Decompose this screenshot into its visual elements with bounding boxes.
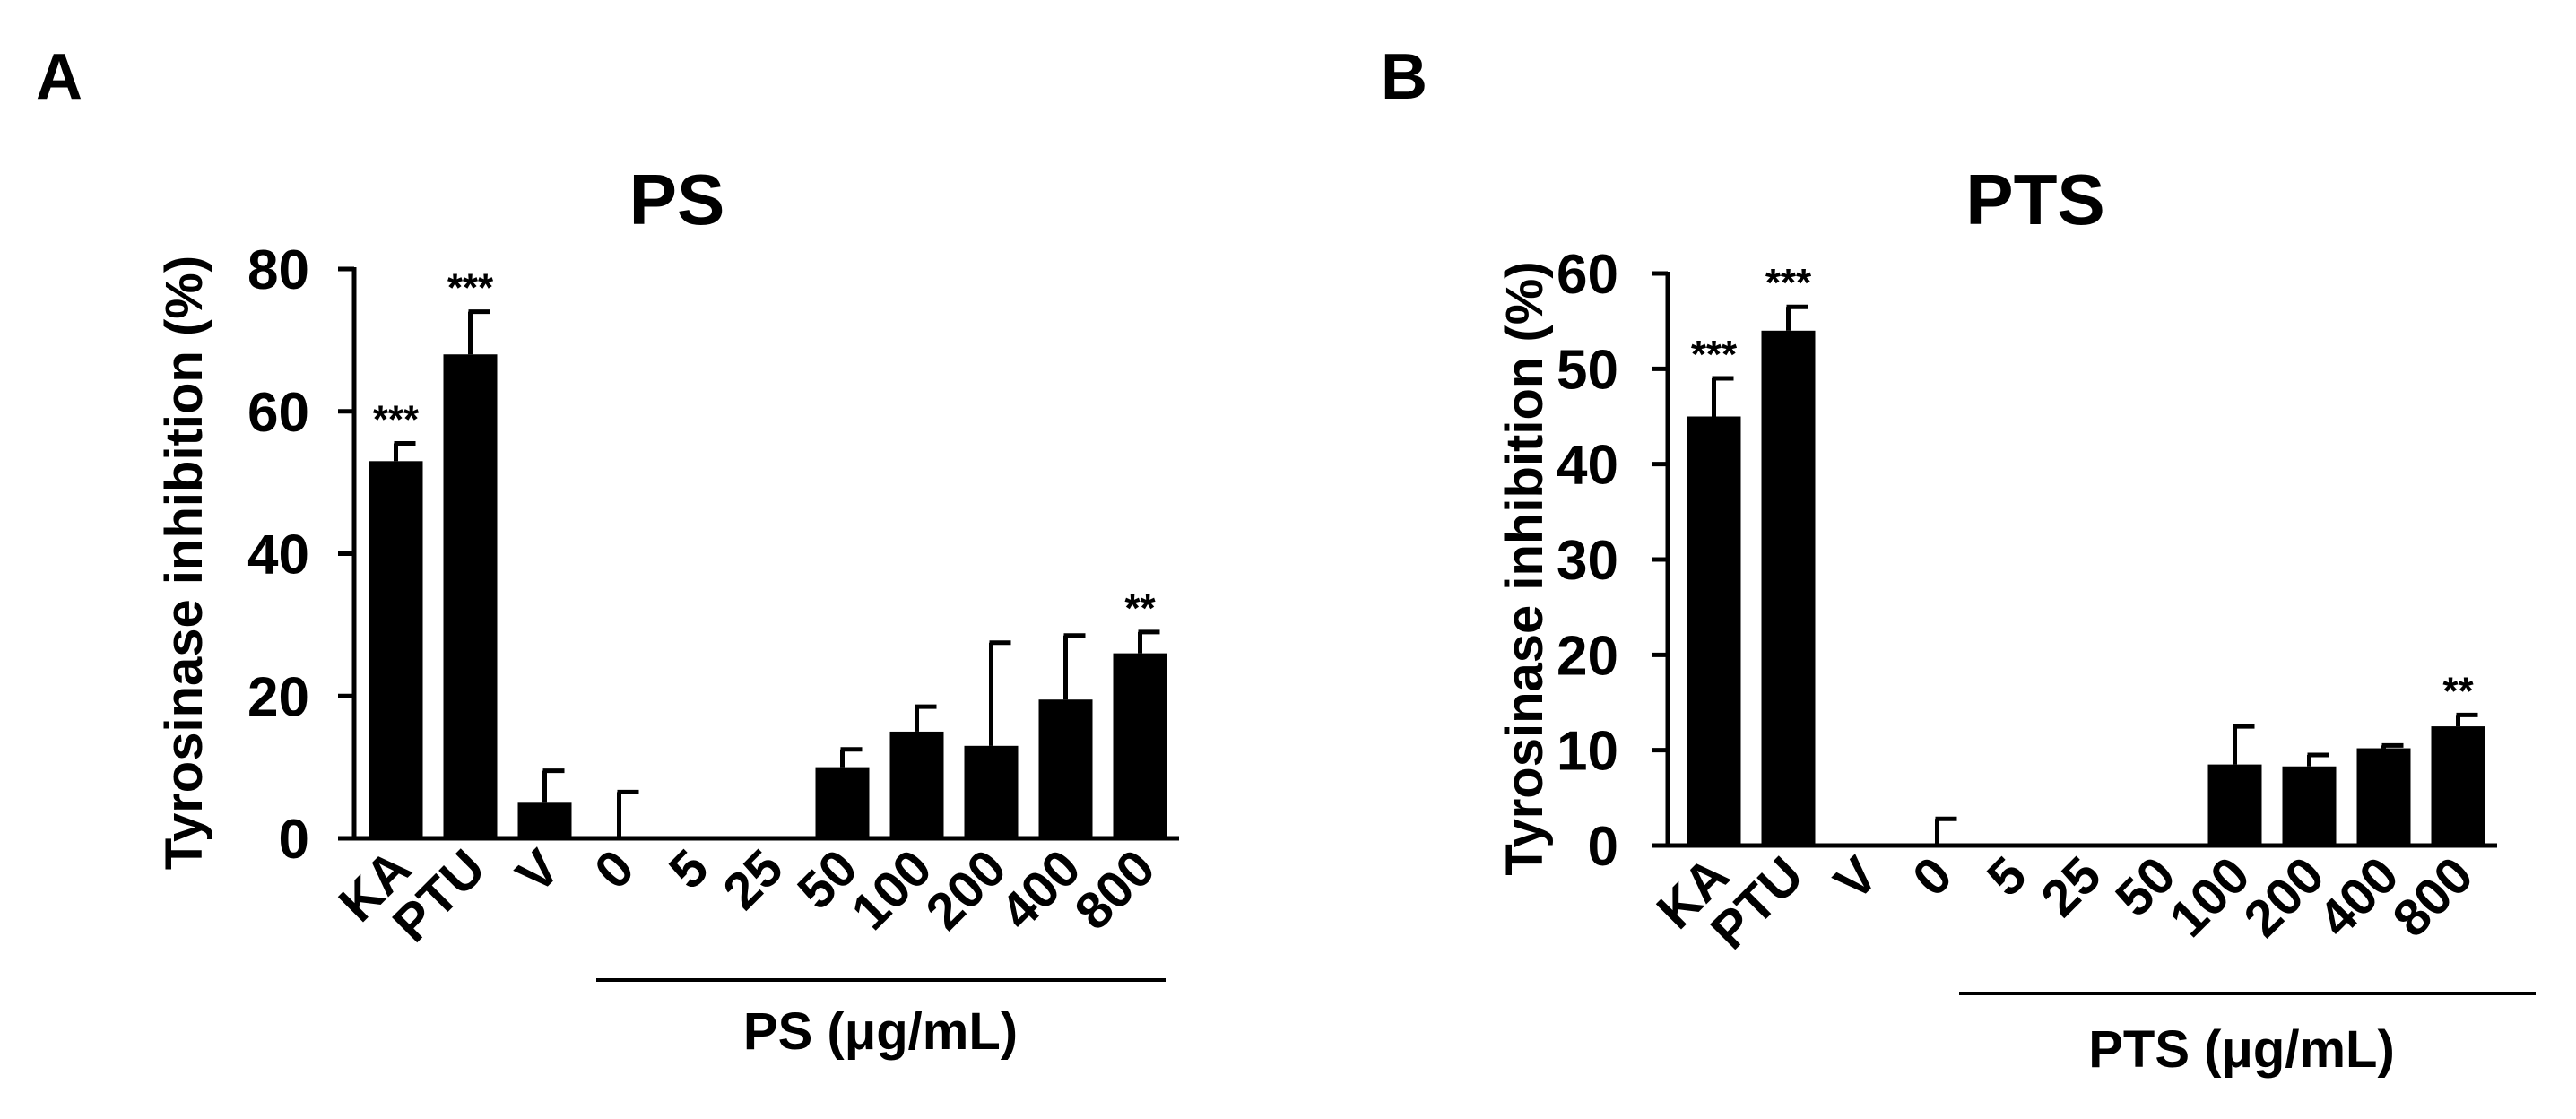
- bar-50: [815, 767, 870, 838]
- y-tick-label: 20: [247, 666, 309, 728]
- bar-800: [2431, 726, 2485, 846]
- bar-PTU: [1761, 330, 1816, 846]
- bar-KA: [1687, 416, 1741, 846]
- y-tick-label: 60: [247, 382, 309, 444]
- y-tick-label: 30: [1557, 530, 1618, 592]
- y-tick-label: 50: [1557, 339, 1618, 401]
- x-tick-label: V: [505, 838, 571, 905]
- x-tick-label: V: [1823, 846, 1889, 912]
- significance-label: **: [1124, 586, 1156, 630]
- bar-200: [2282, 766, 2337, 846]
- x-tick-label: 25: [712, 838, 794, 921]
- x-tick-label: 800: [1063, 838, 1166, 941]
- bar-200: [964, 745, 1019, 838]
- bar-400: [1038, 699, 1093, 838]
- x-tick-label: 0: [1902, 846, 1964, 907]
- bar-100: [2207, 764, 2262, 846]
- x-axis-group-label: PTS (μg/mL): [2088, 1020, 2395, 1079]
- panel-letter: B: [1381, 41, 1427, 113]
- chart-title: PTS: [1965, 160, 2105, 239]
- x-tick-label: 800: [2381, 846, 2484, 948]
- chart-title: PS: [629, 160, 725, 239]
- x-axis-group-label: PS (μg/mL): [743, 1002, 1018, 1061]
- y-tick-label: 60: [1557, 244, 1618, 306]
- y-tick-label: 10: [1557, 721, 1618, 783]
- bar-100: [889, 731, 944, 838]
- y-axis-label: Tyrosinase inhibition (%): [155, 256, 213, 870]
- bar-KA: [369, 461, 423, 838]
- y-axis-label: Tyrosinase inhibition (%): [1496, 261, 1554, 875]
- significance-label: ***: [373, 397, 420, 441]
- bar-800: [1113, 653, 1167, 838]
- y-tick-label: 40: [247, 525, 309, 586]
- bar-V: [517, 802, 572, 838]
- y-tick-label: 40: [1557, 435, 1618, 497]
- y-tick-label: 20: [1557, 625, 1618, 687]
- bar-400: [2356, 748, 2411, 846]
- significance-label: ***: [447, 266, 494, 310]
- panel-letter: A: [36, 41, 82, 113]
- x-tick-label: 5: [658, 838, 720, 900]
- y-tick-label: 80: [247, 239, 309, 301]
- bar-PTU: [443, 354, 498, 838]
- significance-label: **: [2442, 669, 2474, 713]
- x-tick-label: 0: [584, 838, 646, 900]
- y-tick-label: 0: [279, 809, 309, 871]
- x-tick-label: PTU: [1700, 846, 1815, 960]
- y-tick-label: 0: [1588, 816, 1618, 878]
- significance-label: ***: [1765, 261, 1812, 305]
- x-tick-label: PTU: [382, 838, 497, 953]
- x-tick-label: 25: [2030, 846, 2112, 928]
- significance-label: ***: [1691, 333, 1738, 377]
- x-tick-label: 5: [1976, 846, 2038, 907]
